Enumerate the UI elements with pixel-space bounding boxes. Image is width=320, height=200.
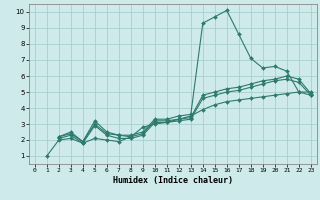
X-axis label: Humidex (Indice chaleur): Humidex (Indice chaleur) — [113, 176, 233, 185]
